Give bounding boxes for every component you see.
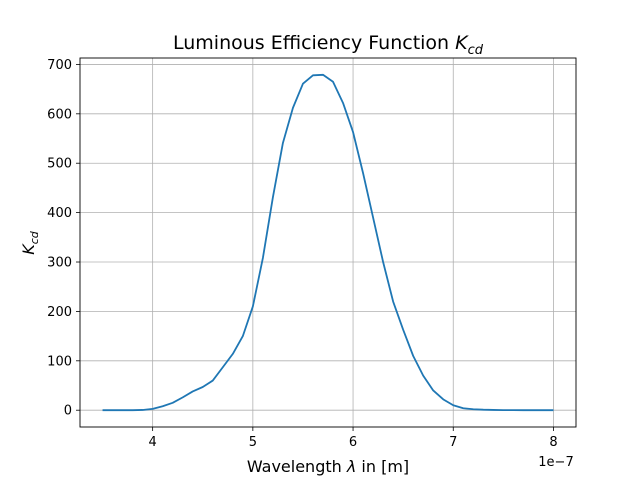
y-tick-label: 300: [47, 256, 72, 271]
x-axis-ticks: 4 5 6 7 8: [149, 427, 558, 450]
y-axis-label: Kcd: [19, 230, 41, 255]
y-tick-label: 600: [47, 107, 72, 122]
x-tick-label: 8: [549, 435, 557, 450]
x-tick-label: 6: [349, 435, 357, 450]
x-axis-offset-label: 1e−7: [538, 455, 573, 470]
x-tick-label: 4: [149, 435, 157, 450]
series-line: [102, 73, 554, 412]
x-tick-label: 5: [249, 435, 257, 450]
y-tick-label: 400: [47, 206, 72, 221]
y-axis-ticks: 0 100 200 300 400 500 600 700: [47, 58, 80, 419]
x-axis-label: Wavelength λ in [m]: [247, 457, 409, 476]
plot-area: 4 5 6 7 8 0 100 200 300 400 500 600 700: [47, 57, 577, 450]
x-tick-label: 7: [449, 435, 457, 450]
y-tick-label: 0: [64, 404, 72, 419]
chart-title: Luminous Efficiency Function Kcd: [173, 32, 484, 58]
y-tick-label: 100: [47, 354, 72, 369]
y-tick-label: 700: [47, 58, 72, 73]
axes-frame: [79, 57, 577, 428]
y-tick-label: 200: [47, 305, 72, 320]
grid: [80, 58, 576, 427]
y-tick-label: 500: [47, 157, 72, 172]
series-layer: [102, 73, 554, 412]
